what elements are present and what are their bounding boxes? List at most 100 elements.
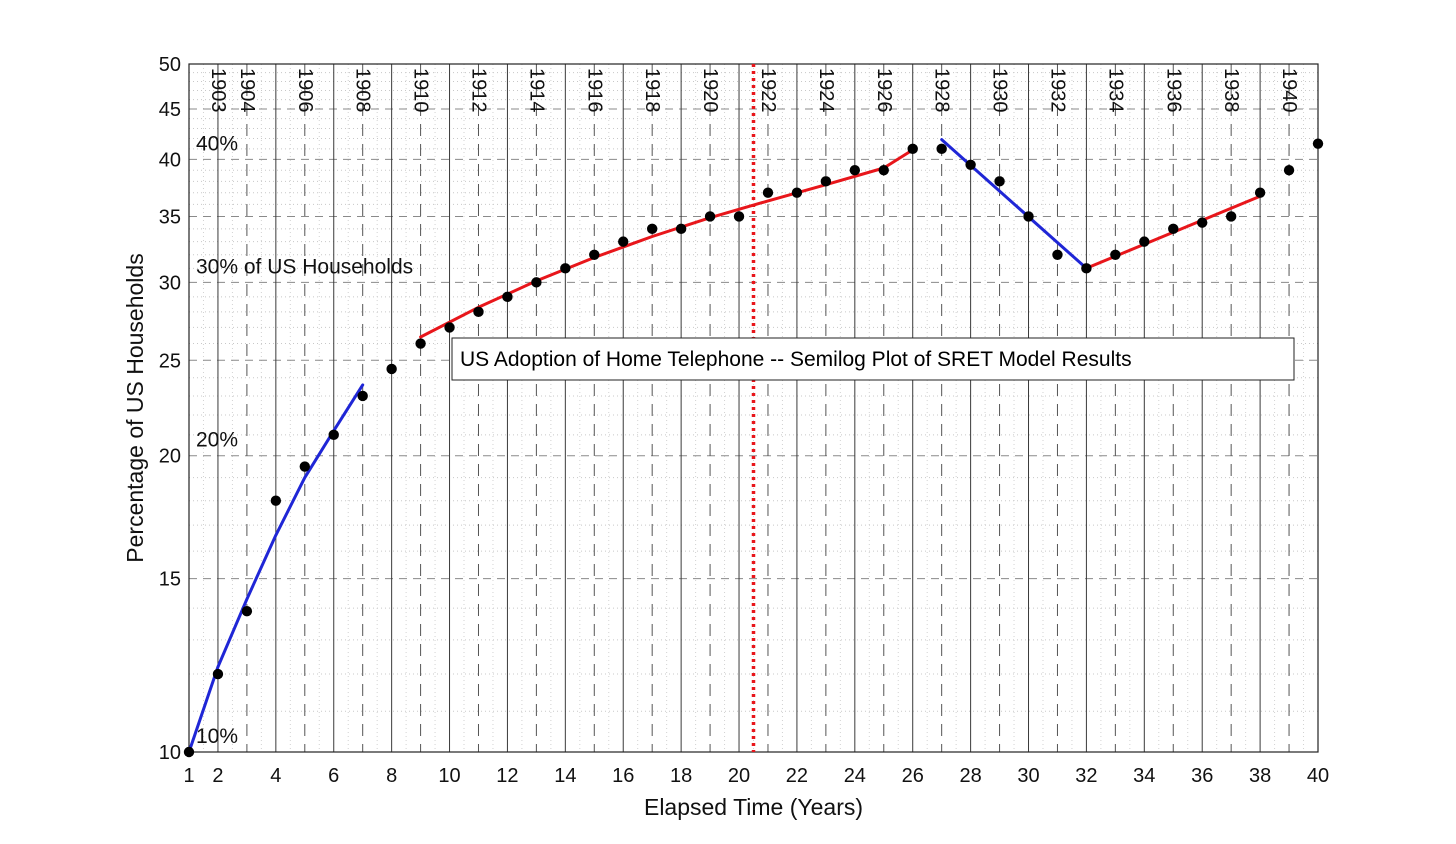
year-label: 1914	[525, 68, 547, 113]
year-label: 1912	[467, 68, 489, 113]
year-label: 1918	[641, 68, 663, 113]
year-label: 1938	[1220, 68, 1242, 113]
fit-line-3	[940, 138, 1088, 270]
data-point	[560, 263, 571, 274]
data-point	[618, 236, 629, 247]
percent-annotation: 30% of US Households	[196, 255, 413, 278]
year-label: 1924	[815, 68, 837, 113]
x-tick-label: 28	[959, 765, 981, 787]
year-label: 1934	[1104, 68, 1126, 113]
y-tick-label: 50	[159, 54, 181, 76]
x-tick-label: 24	[844, 765, 866, 787]
data-point	[1197, 217, 1208, 228]
x-tick-label: 4	[270, 765, 281, 787]
year-label: 1903	[207, 68, 229, 113]
x-tick-label: 18	[670, 765, 692, 787]
data-point	[646, 223, 658, 235]
year-label: 1926	[873, 68, 895, 113]
x-tick-label: 8	[386, 765, 397, 787]
year-label: 1932	[1046, 68, 1068, 113]
x-tick-label: 16	[612, 765, 634, 787]
x-tick-label: 26	[902, 765, 924, 787]
x-axis-title: Elapsed Time (Years)	[644, 794, 863, 820]
data-point	[502, 291, 513, 303]
data-point	[270, 495, 282, 506]
data-point	[1110, 249, 1121, 260]
year-label: 1906	[294, 68, 316, 113]
x-tick-label: 20	[728, 765, 750, 787]
data-point	[878, 165, 889, 176]
year-label: 1940	[1278, 68, 1300, 113]
data-point	[386, 363, 397, 375]
y-tick-label: 35	[159, 206, 181, 228]
x-tick-label: 38	[1249, 765, 1271, 787]
data-point	[675, 223, 687, 235]
y-tick-label: 40	[159, 149, 181, 171]
data-point	[589, 249, 600, 260]
data-point	[762, 187, 774, 198]
year-label: 1916	[583, 68, 605, 113]
y-axis-title: Percentage of US Households	[122, 253, 148, 562]
y-tick-label: 25	[159, 350, 181, 372]
data-point	[357, 390, 368, 402]
y-tick-label: 20	[159, 446, 181, 468]
x-tick-label: 32	[1075, 765, 1097, 787]
year-label: 1936	[1162, 68, 1184, 113]
data-point	[1139, 236, 1150, 247]
data-point	[1023, 211, 1034, 222]
data-point	[994, 176, 1005, 187]
data-point	[212, 668, 224, 680]
data-point	[473, 306, 484, 318]
data-point	[1254, 187, 1266, 198]
year-label: 1910	[410, 68, 432, 113]
data-point	[531, 277, 542, 288]
x-tick-label: 2	[212, 765, 223, 787]
chart-title: US Adoption of Home Telephone -- Semilog…	[460, 348, 1132, 371]
x-tick-label: 40	[1307, 765, 1329, 787]
x-tick-label: 12	[496, 765, 518, 787]
y-tick-label: 30	[159, 272, 181, 294]
percent-annotation: 10%	[196, 725, 238, 748]
data-point	[907, 143, 918, 155]
data-points-layer	[183, 138, 1324, 758]
x-tick-label: 36	[1191, 765, 1213, 787]
data-point	[1225, 211, 1237, 222]
percent-annotation: 40%	[196, 132, 238, 155]
x-tick-label: 14	[554, 765, 576, 787]
x-tick-label: 30	[1017, 765, 1039, 787]
data-point	[1052, 249, 1063, 260]
data-point	[241, 606, 253, 617]
data-point	[299, 461, 310, 472]
data-point	[1168, 223, 1179, 235]
year-label: 1904	[236, 68, 258, 113]
percent-annotation: 20%	[196, 429, 238, 452]
year-label: 1930	[989, 68, 1011, 113]
year-label: 1920	[699, 68, 721, 113]
year-label: 1922	[757, 68, 779, 113]
y-tick-label: 15	[159, 569, 181, 591]
data-point	[328, 429, 339, 441]
data-point	[820, 176, 832, 187]
data-point	[704, 211, 716, 222]
x-tick-label: 1	[183, 765, 194, 787]
data-point	[1081, 263, 1092, 274]
year-label: 1908	[352, 68, 374, 113]
y-tick-label: 10	[159, 742, 181, 764]
x-tick-label: 34	[1133, 765, 1155, 787]
data-point	[791, 187, 803, 198]
x-tick-label: 22	[786, 765, 808, 787]
data-point	[733, 211, 745, 222]
title-box	[451, 337, 1295, 381]
data-point	[965, 159, 976, 170]
y-tick-label: 45	[159, 99, 181, 121]
data-point	[1312, 138, 1324, 149]
x-tick-label: 10	[438, 765, 460, 787]
data-point	[444, 322, 455, 333]
data-point	[415, 338, 426, 349]
data-point	[849, 165, 861, 176]
text-layer: 1 2 4 6 8 10 12 14 16 18 20 22 24 26 28 30 32 34 36 38 40101…	[122, 54, 1329, 820]
year-label: 1928	[931, 68, 953, 113]
data-point	[936, 143, 947, 155]
